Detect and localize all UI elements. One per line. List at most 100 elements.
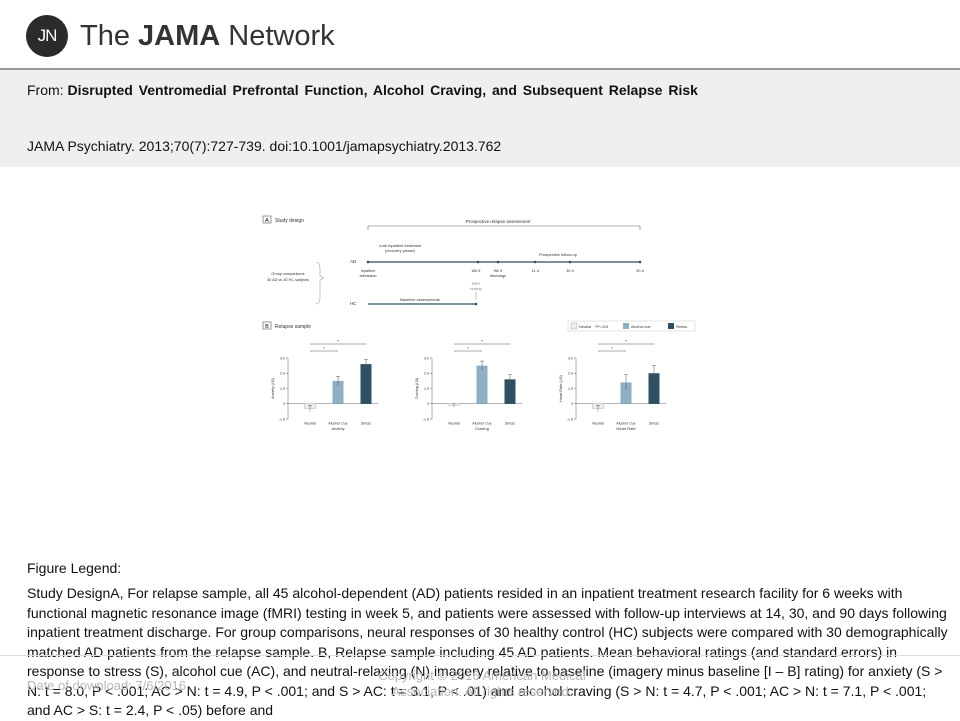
figure-legend-heading: Figure Legend: (27, 560, 122, 576)
heart-rate-x-tick-label: Stress (649, 422, 659, 426)
legend-swatch-alcohol-cue (623, 323, 629, 329)
craving-y-tick-label: 2.0 (424, 372, 429, 376)
logo-text: The JAMA Network (80, 20, 335, 53)
heart-rate-chart-title: Heart Rate (616, 426, 636, 431)
group-comparisons-1: Group comparisons (271, 272, 304, 276)
baseline-label: Baseline assessments (400, 297, 440, 302)
jama-network-logo[interactable]: JN The JAMA Network (26, 12, 335, 60)
craving-bar-stress (504, 379, 516, 404)
tp-14d: 14 d (531, 269, 538, 273)
group-comparisons-2: 30 AD vs 30 HC subjects (267, 278, 309, 282)
copyright-notice: Copyright © 2016 American Medical Associ… (378, 668, 586, 699)
prospective-relapse-label: Prospective relapse assessment (466, 219, 532, 224)
anxiety-x-tick-label: Stress (361, 422, 371, 426)
anxiety-y-axis-label: Anxiety (I-B) (271, 377, 275, 399)
tp-wk6-2: discharge (490, 274, 506, 278)
panel-b-letter-box (262, 321, 272, 330)
tp-wk6-1: Wk 6 (494, 269, 503, 273)
legend-note: *P<.001 (595, 325, 609, 329)
heart-rate-y-tick-label: 2.0 (568, 372, 573, 376)
heart-rate-sig-star-inner: * (611, 346, 613, 351)
heart-rate-bar-stress (648, 373, 660, 404)
heart-rate-y-tick-label: 3.0 (568, 356, 573, 360)
anxiety-y-tick-label: 2.0 (280, 372, 285, 376)
heart-rate-y-tick-label: 1.0 (568, 387, 573, 391)
panel-b-letter: B (265, 324, 269, 330)
article-header-band (0, 70, 960, 167)
fmri-label-2: testing (470, 287, 481, 291)
panel-b-title: Relapse sample (275, 324, 311, 330)
download-date: Date of download: 7/6/2016 (27, 678, 187, 693)
anxiety-x-tick-label: Neutral (304, 422, 316, 426)
craving-y-tick-label: -1.0 (423, 417, 429, 421)
craving-sig-star-inner: * (467, 346, 469, 351)
logo-text-prefix: The (80, 19, 139, 52)
craving-sig-star-outer: * (481, 339, 483, 344)
tp-wk5-marker (476, 260, 480, 264)
heart-rate-y-axis-label: Heart Rate (I-B) (559, 374, 563, 402)
anxiety-y-tick-label: 3.0 (280, 356, 285, 360)
craving-y-tick-label: 1.0 (424, 387, 429, 391)
group-brace (315, 261, 325, 305)
tp-admission-1: Inpatient (361, 269, 377, 273)
fmri-label-1: fMRI (472, 282, 480, 286)
tp-admission-2: admission (359, 274, 376, 278)
anxiety-y-tick-label: 1.0 (280, 387, 285, 391)
relapse-bar-charts: 3.0 2.0 1.0 0 -1.0 Anxiety (I-B) Neutral Alcoho… (271, 339, 666, 431)
panel-a-letter: A (265, 218, 269, 224)
anxiety-y-tick-label: -1.0 (279, 417, 285, 421)
footer-divider (0, 655, 960, 656)
anxiety-bar-stress (360, 364, 372, 404)
legend-stress: Stress (676, 325, 687, 329)
panel-a-study-design: A Study design Prospective relapse asses… (262, 215, 644, 306)
anxiety-bar-alcohol-cue (332, 380, 344, 404)
craving-chart-title: Craving (475, 426, 489, 431)
craving-x-tick-label: Alcohol Cue (472, 422, 491, 426)
tp-30d: 30 d (566, 269, 573, 273)
ad-row-label: AD (350, 259, 357, 264)
craving-y-tick-label: 0 (427, 402, 429, 406)
article-citation: JAMA Psychiatry. 2013;70(7):727-739. doi… (27, 138, 502, 154)
tp-admission-marker (366, 260, 370, 264)
logo-text-bold: JAMA (138, 19, 221, 52)
legend-neutral: Neutral (579, 325, 591, 329)
anxiety-sig-star-inner: * (323, 346, 325, 351)
heart-rate-y-tick-label: -1.0 (567, 417, 573, 421)
tp-wk6-marker (496, 260, 500, 264)
tp-90d-marker (638, 260, 642, 264)
followup-label: Prospective follow-up (539, 252, 578, 257)
anxiety-x-tick-label: Alcohol Cue (328, 422, 347, 426)
anxiety-chart-title: Anxiety (331, 426, 344, 431)
chart-legend: Neutral *P<.001 Alcohol cue Stress (567, 320, 696, 332)
heart-rate-bar-alcohol-cue (620, 382, 632, 404)
tp-wk5: Wk 5 (472, 269, 481, 273)
tp-14d-marker (533, 260, 537, 264)
study-figure: A Study design Prospective relapse asses… (262, 215, 696, 431)
hc-row-label: HC (350, 301, 357, 306)
craving-x-tick-label: Neutral (448, 422, 460, 426)
panel-a-letter-box (262, 215, 272, 224)
craving-y-axis-label: Craving (I-B) (415, 377, 419, 399)
chart-legend-frame (567, 320, 696, 332)
tp-30d-marker (568, 260, 572, 264)
heart-rate-x-tick-label: Neutral (592, 422, 604, 426)
craving-y-tick-label: 3.0 (424, 356, 429, 360)
craving-x-tick-label: Stress (505, 422, 515, 426)
figure-legend-text: Study DesignA, For relapse sample, all 4… (27, 585, 948, 718)
legend-swatch-stress (668, 323, 674, 329)
legend-alcohol-cue: Alcohol cue (631, 325, 651, 329)
legend-swatch-neutral (570, 322, 578, 330)
article-from-line: From: Disrupted Ventromedial Prefrontal … (27, 82, 698, 98)
heart-rate-x-tick-label: Alcohol Cue (616, 422, 635, 426)
from-label: From: (27, 82, 68, 98)
heart-rate-y-tick-label: 0 (571, 402, 573, 406)
craving-bar-alcohol-cue (476, 365, 488, 404)
anxiety-y-tick-label: 0 (283, 402, 285, 406)
header-divider (0, 68, 960, 70)
article-title[interactable]: Disrupted Ventromedial Prefrontal Functi… (67, 82, 698, 98)
tp-90d: 90 d (636, 269, 643, 273)
treatment-label-1: 4-wk inpatient treatment (379, 243, 423, 248)
anxiety-sig-star-outer: * (337, 339, 339, 344)
treatment-label-2: (recovery phase) (385, 248, 416, 253)
logo-initials: JN (26, 15, 68, 57)
